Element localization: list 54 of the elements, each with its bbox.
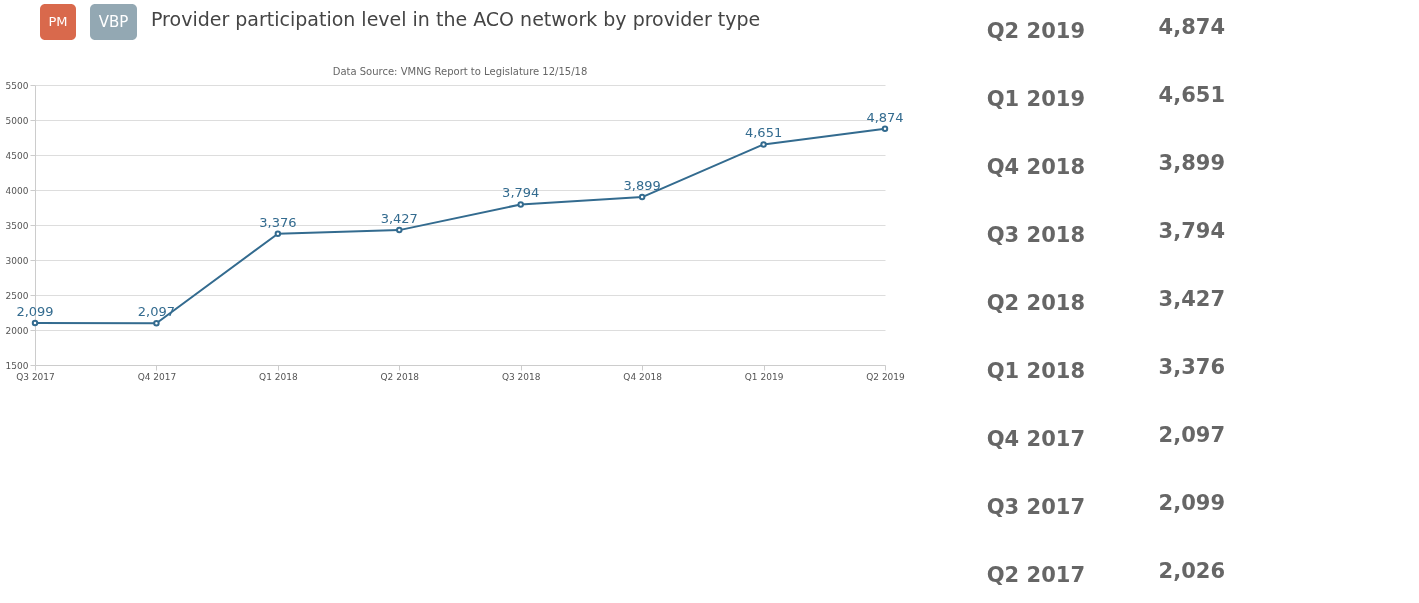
chart-subtitle: Data Source: VMNG Report to Legislature 12/15/18 [332,66,588,77]
text: Q2 2018 [986,291,1085,315]
text: 3,794 [1158,219,1225,243]
point [638,193,646,201]
text: Q1 2019 [986,87,1085,111]
text: Q2 2019 [986,19,1085,43]
text: Q2 2017 [986,563,1085,587]
data-label: 3,794 [502,185,540,201]
x-tick-label: Q1 2018 [259,371,298,382]
data-label: 3,376 [259,214,297,230]
y-tick-label: 4500 [5,150,29,161]
text: PM [48,14,68,29]
point [760,141,767,148]
y-tick-label: 3500 [5,220,29,231]
text: 4,651 [1158,83,1225,107]
y-tick-label: 2000 [5,325,29,336]
data-label: 4,651 [744,125,783,141]
text: 3,899 [1158,151,1225,175]
point [517,201,524,208]
y-tick-label: 1500 [5,360,29,371]
text: Q3 2018 [986,223,1085,247]
data-label: 3,427 [380,211,418,227]
x-tick-label: Q3 2018 [501,371,541,382]
y-tick-label: 2500 [5,290,29,301]
data-label: 2,099 [16,304,54,320]
text: 2,097 [1158,423,1225,447]
x-tick-label: Q4 2018 [623,371,663,382]
text: Q3 2017 [986,495,1085,519]
y-tick-label: 3000 [5,255,29,266]
chart-title: Provider participation level in the ACO network by provider type [151,8,761,30]
y-tick-label: 5500 [5,80,29,91]
x-tick-label: Q2 2018 [380,371,420,382]
y-tick-label: 5000 [5,115,29,126]
data-label: 4,874 [866,109,904,125]
x-tick-label: Q4 2017 [137,371,177,382]
text: 3,427 [1158,287,1225,311]
point [274,230,282,237]
x-tick-label: Q3 2017 [16,371,55,382]
text: VBP [98,13,129,31]
text: 2,026 [1158,559,1225,583]
x-tick-label: Q1 2019 [744,371,784,382]
text: 4,874 [1158,15,1225,39]
data-label: 3,899 [623,178,661,194]
point [153,319,160,327]
point [396,226,403,234]
text: Q4 2018 [986,155,1085,179]
point [881,125,889,133]
text: 2,099 [1158,491,1225,515]
point [31,319,39,327]
text: Q4 2017 [986,427,1085,451]
x-tick-label: Q2 2019 [866,371,906,382]
y-tick-label: 4000 [5,185,29,196]
data-label: 2,097 [137,304,176,320]
text: 3,376 [1158,355,1225,379]
